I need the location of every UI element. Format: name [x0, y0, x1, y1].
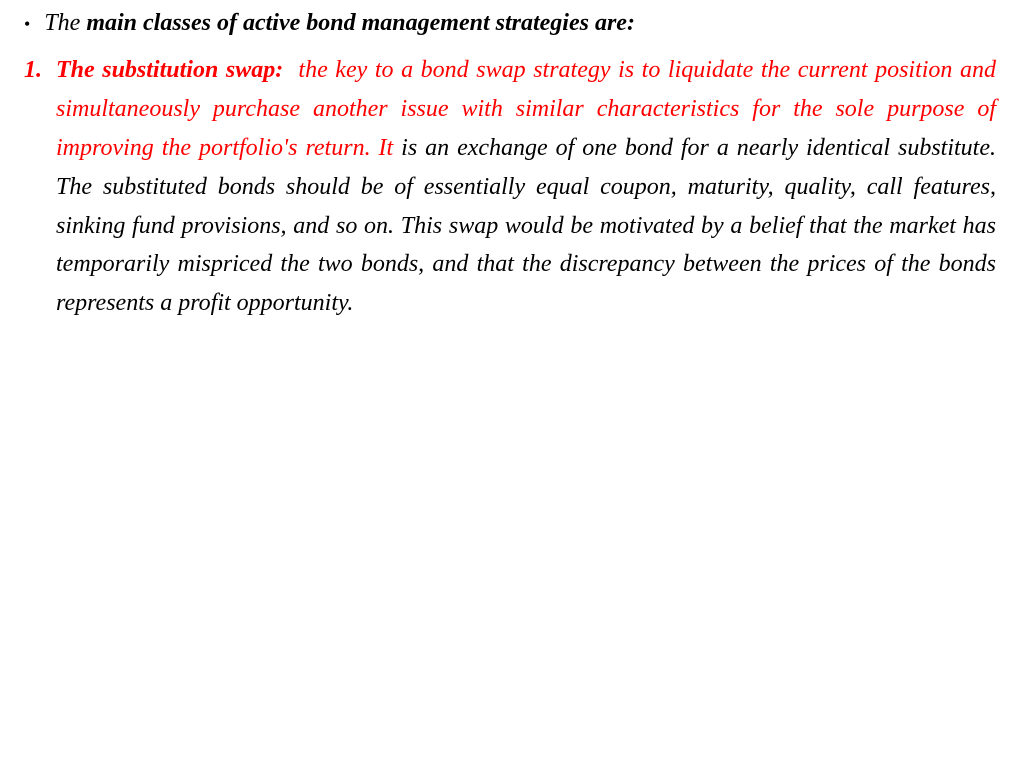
intro-content: The main classes of active bond manageme… [44, 10, 996, 37]
list-number-1: 1. [10, 51, 56, 90]
intro-plain: The [44, 10, 86, 36]
intro-bold: main classes of active bond management s… [86, 10, 635, 36]
item-title: The substitution swap: [56, 57, 283, 83]
list-body-1: The substitution swap: the key to a bond… [56, 51, 996, 323]
numbered-item-1: 1. The substitution swap: the key to a b… [10, 51, 996, 323]
bullet-marker: • [24, 14, 30, 36]
intro-bullet-line: • The main classes of active bond manage… [10, 10, 996, 37]
item-black-text: is an exchange of one bond for a nearly … [56, 135, 996, 317]
